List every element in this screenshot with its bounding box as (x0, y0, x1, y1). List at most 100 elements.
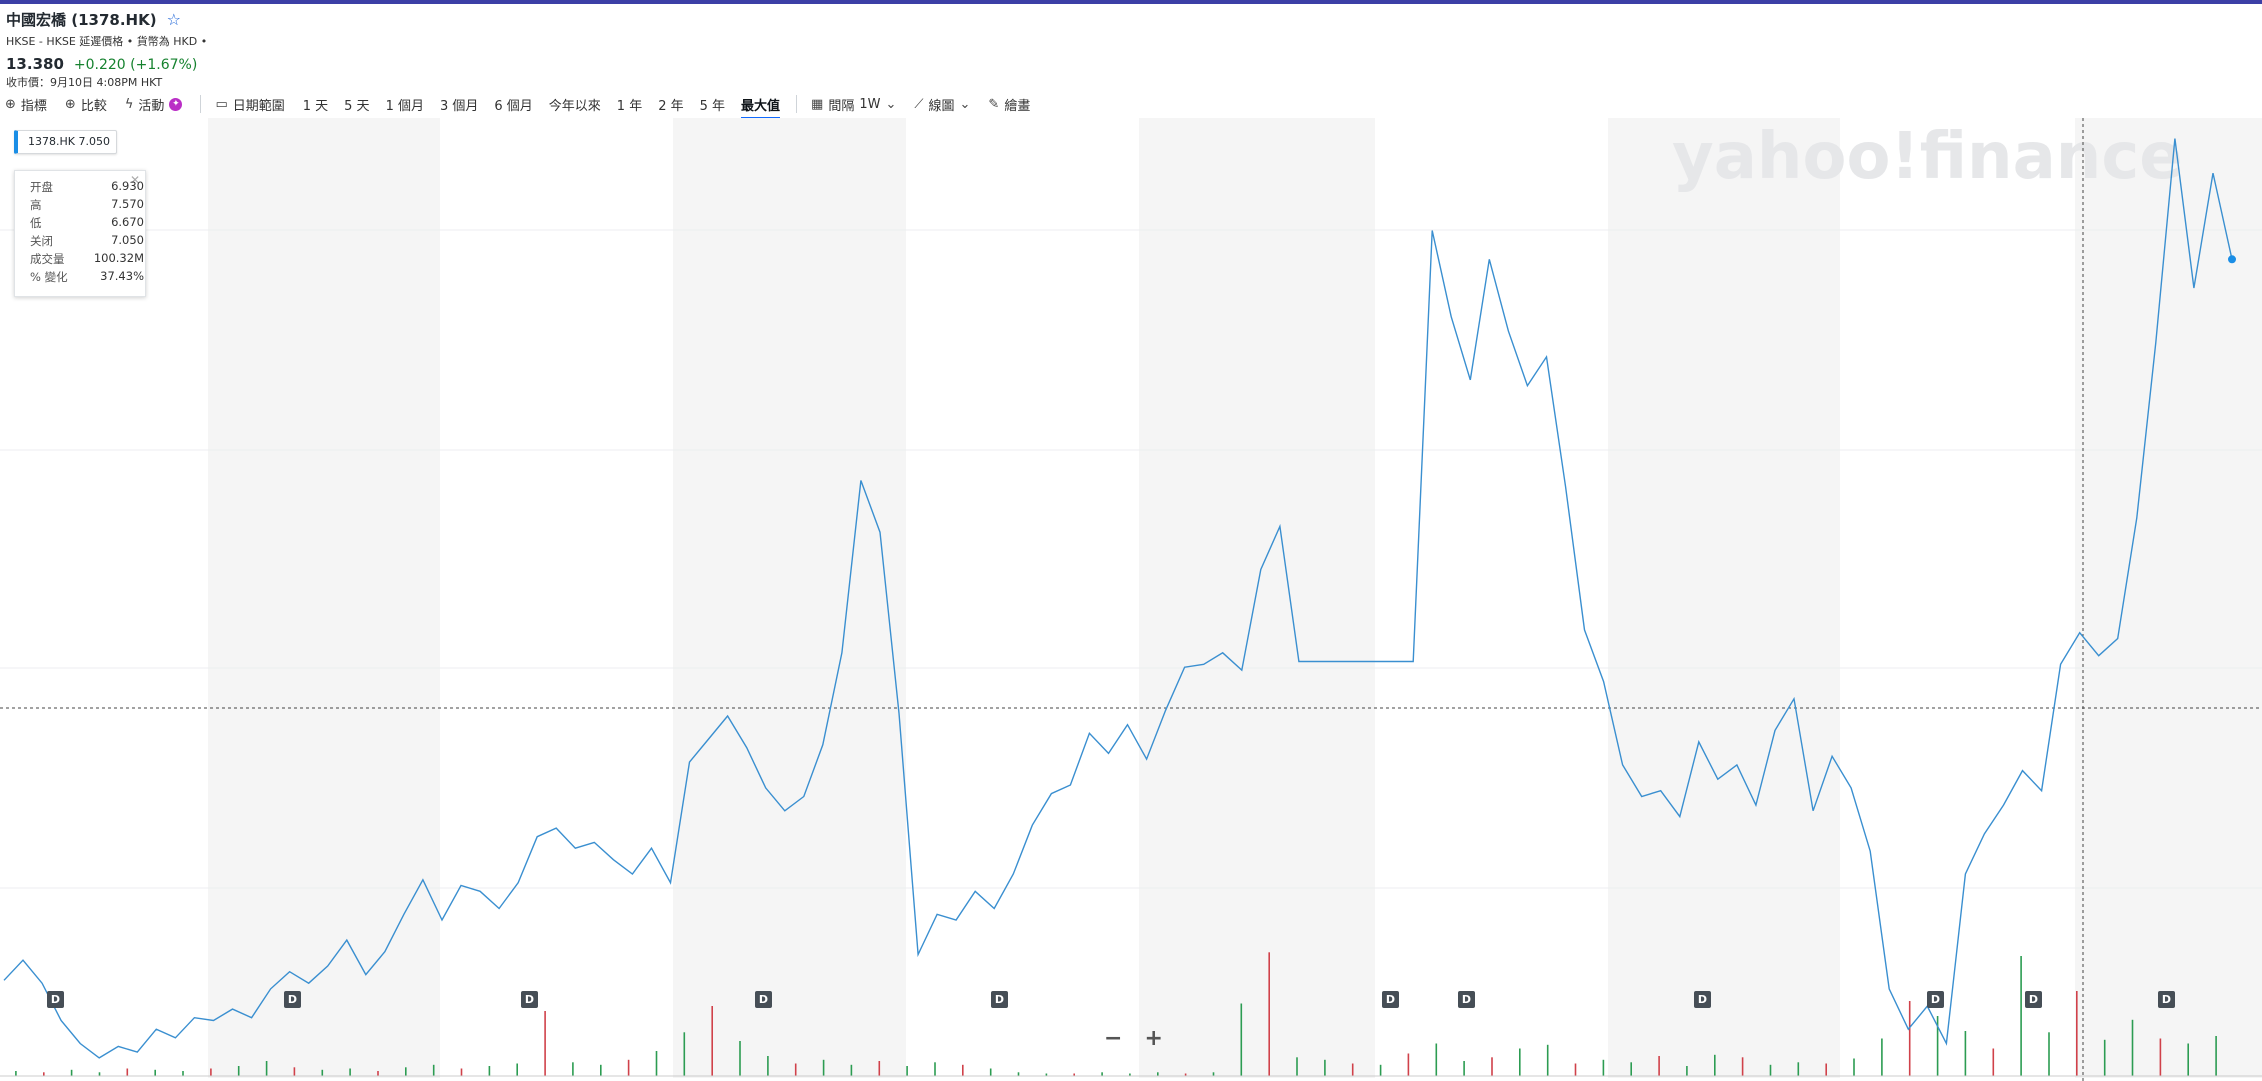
volume-bar (15, 1071, 17, 1076)
compare-button[interactable]: ⊕ 比較 (65, 95, 107, 114)
volume-bar (1964, 1031, 1967, 1076)
volume-bar (1129, 1073, 1131, 1076)
volume-bar (739, 1041, 741, 1076)
volume-bar (2103, 1039, 2106, 1077)
volume-bar (1602, 1059, 1605, 1077)
page-title: 中國宏橋 (1378.HK) (6, 10, 157, 29)
draw-button[interactable]: ✎ 繪畫 (988, 95, 1030, 114)
dividend-marker[interactable]: D (755, 991, 772, 1008)
tooltip-label: 关闭 (30, 234, 53, 248)
volume-bar (1268, 952, 1270, 1077)
volume-bar (210, 1068, 212, 1076)
dividend-marker[interactable]: D (1694, 991, 1711, 1008)
volume-bar (432, 1064, 435, 1077)
market-close-time: 收市價：9月10日 4:08PM HKT (6, 76, 163, 89)
dividend-marker[interactable]: D (1458, 991, 1475, 1008)
volume-bar (1686, 1066, 1688, 1076)
volume-bar (2187, 1043, 2189, 1076)
dividend-marker[interactable]: D (521, 991, 538, 1008)
volume-bar (2048, 1032, 2050, 1077)
quote-header: 中國宏橋 (1378.HK) ☆ HKSE - HKSE 延遲價格 • 貨幣為 … (6, 8, 207, 90)
zoom-controls: − + (1104, 1026, 1163, 1051)
dividend-marker[interactable]: D (991, 991, 1008, 1008)
tooltip-value: 7.570 (111, 197, 144, 211)
volume-bar (126, 1068, 129, 1076)
volume-bar (2076, 991, 2078, 1076)
volume-bar (154, 1069, 156, 1077)
calendar-icon: ▭ (215, 96, 228, 112)
volume-bar (989, 1068, 992, 1076)
dividend-marker[interactable]: D (1382, 991, 1399, 1008)
volume-bar (98, 1072, 101, 1077)
tooltip-value: 6.930 (111, 179, 144, 193)
grid-lines (0, 229, 2262, 889)
legend-symbol: 1378.HK (28, 135, 75, 148)
range-5d[interactable]: 5 天 (344, 98, 370, 114)
volume-bar (1407, 1053, 1410, 1076)
volume-bar (1045, 1073, 1048, 1076)
volume-bar (1435, 1043, 1438, 1076)
last-price-dot (2228, 255, 2236, 264)
range-1m[interactable]: 1 個月 (385, 98, 424, 114)
range-3m[interactable]: 3 個月 (439, 98, 479, 114)
range-ytd[interactable]: 今年以來 (548, 98, 601, 114)
volume-bar (544, 1011, 546, 1076)
dividend-marker[interactable]: D (47, 991, 64, 1008)
tooltip-value: 7.050 (111, 233, 144, 247)
volume-bar (1184, 1073, 1187, 1076)
series-legend[interactable]: 1378.HK 7.050 (14, 130, 117, 154)
volume-bar (1491, 1057, 1493, 1077)
volume-bar (2215, 1036, 2217, 1076)
volume-bar (1630, 1062, 1632, 1077)
chart-toolbar: ⊕ 指標 ⊕ 比較 ϟ 活動 ✦ ▭ 日期範圍 1 天 5 天 1 個月 3 個… (0, 92, 2262, 120)
chevron-down-icon: ⌄ (885, 96, 897, 112)
price-chart[interactable]: yahoo!finance (0, 118, 2262, 1081)
year-band (208, 118, 440, 1078)
lightning-icon: ϟ (124, 96, 134, 112)
volume-bar (711, 1006, 713, 1076)
star-icon[interactable]: ☆ (166, 9, 181, 29)
legend-value: 7.050 (78, 135, 110, 148)
range-1y[interactable]: 1 年 (616, 98, 643, 114)
volume-bar (1825, 1063, 1827, 1076)
chevron-down-icon: ⌄ (959, 96, 971, 112)
volume-bar (460, 1068, 463, 1076)
range-max[interactable]: 最大值 (741, 95, 781, 120)
range-1d[interactable]: 1 天 (302, 98, 329, 114)
ohlc-tooltip: ✕ 开盘 6.930 高 7.570 低 6.670 关闭 7.050 成交量 100.3… (14, 170, 146, 297)
zoom-in-button[interactable]: + (1144, 1026, 1163, 1051)
volume-bar (349, 1068, 351, 1076)
volume-bar (182, 1071, 184, 1076)
range-5y[interactable]: 5 年 (699, 98, 726, 114)
range-6m[interactable]: 6 個月 (494, 98, 533, 114)
volume-bar (2020, 956, 2022, 1076)
volume-bar (377, 1071, 379, 1076)
draw-label: 繪畫 (1004, 98, 1031, 114)
volume-bar (1741, 1057, 1744, 1077)
dividend-marker[interactable]: D (284, 991, 301, 1008)
volume-bar (1351, 1063, 1354, 1076)
interval-dropdown[interactable]: ▦ 間隔 1W ⌄ (811, 95, 896, 114)
close-icon[interactable]: ✕ (129, 173, 140, 187)
indicators-button[interactable]: ⊕ 指標 (5, 95, 47, 114)
volume-bar (1463, 1061, 1465, 1076)
volume-bar (906, 1066, 908, 1076)
volume-bar (2159, 1038, 2162, 1076)
date-range-button[interactable]: ▭ 日期範圍 (215, 95, 284, 114)
zoom-out-button[interactable]: − (1104, 1026, 1123, 1051)
volume-bar (1073, 1073, 1075, 1076)
volume-bar (1296, 1057, 1298, 1077)
volume-bar (488, 1066, 491, 1076)
tooltip-label: 低 (30, 216, 42, 230)
events-button[interactable]: ϟ 活動 ✦ (125, 95, 183, 114)
tooltip-value: 6.670 (111, 215, 144, 229)
volume-bar (1017, 1072, 1020, 1077)
volume-bar (1769, 1064, 1772, 1077)
dividend-marker[interactable]: D (2025, 991, 2042, 1008)
chart-type-dropdown[interactable]: ⟋ 線圖 ⌄ (914, 95, 970, 114)
tooltip-label: 高 (30, 198, 42, 212)
dividend-marker[interactable]: D (2158, 991, 2175, 1008)
dividend-marker[interactable]: D (1927, 991, 1944, 1008)
range-2y[interactable]: 2 年 (658, 98, 684, 114)
year-band (1139, 118, 1375, 1078)
